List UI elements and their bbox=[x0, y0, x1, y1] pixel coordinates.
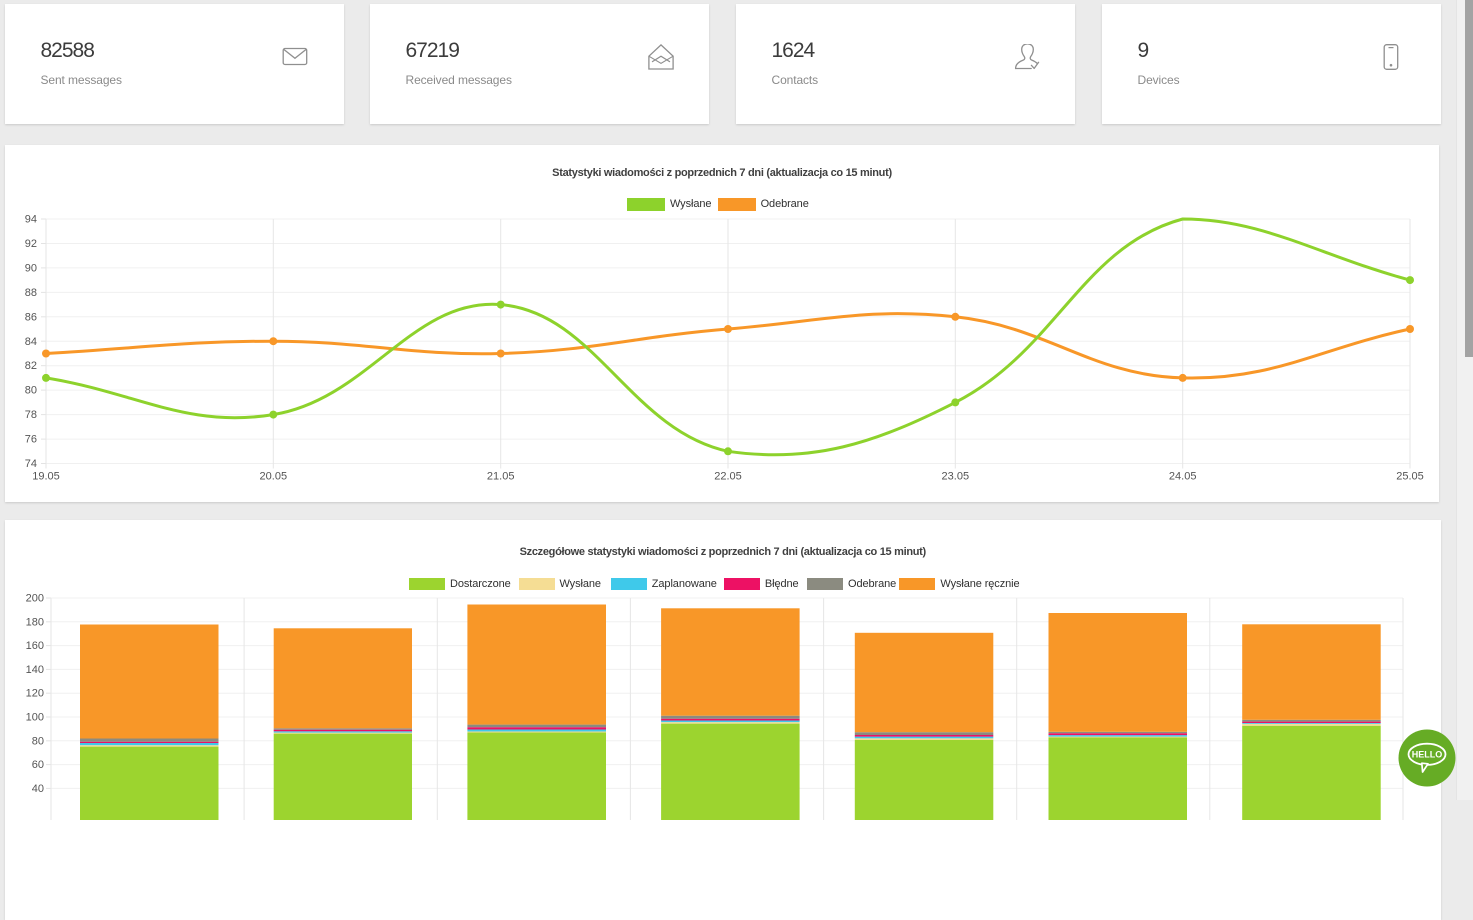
svg-text:80: 80 bbox=[32, 735, 44, 747]
svg-text:84: 84 bbox=[25, 336, 37, 348]
svg-text:21.05: 21.05 bbox=[487, 471, 515, 483]
svg-text:100: 100 bbox=[26, 712, 44, 724]
svg-text:82: 82 bbox=[25, 360, 37, 372]
svg-text:94: 94 bbox=[25, 214, 37, 226]
svg-text:88: 88 bbox=[25, 287, 37, 299]
svg-text:25.05: 25.05 bbox=[1396, 471, 1424, 483]
svg-text:60: 60 bbox=[32, 759, 44, 771]
svg-text:40: 40 bbox=[32, 783, 44, 795]
svg-text:86: 86 bbox=[25, 311, 37, 323]
svg-text:120: 120 bbox=[26, 688, 44, 700]
svg-text:78: 78 bbox=[25, 409, 37, 421]
svg-text:HELLO: HELLO bbox=[1411, 749, 1442, 759]
svg-text:24.05: 24.05 bbox=[1169, 471, 1197, 483]
svg-text:90: 90 bbox=[25, 262, 37, 274]
svg-text:19.05: 19.05 bbox=[32, 471, 60, 483]
svg-text:160: 160 bbox=[26, 640, 44, 652]
svg-text:180: 180 bbox=[26, 616, 44, 628]
svg-text:74: 74 bbox=[25, 458, 37, 470]
svg-text:76: 76 bbox=[25, 434, 37, 446]
svg-text:23.05: 23.05 bbox=[942, 471, 970, 483]
svg-text:20.05: 20.05 bbox=[260, 471, 288, 483]
svg-text:80: 80 bbox=[25, 385, 37, 397]
svg-text:22.05: 22.05 bbox=[714, 471, 742, 483]
svg-text:92: 92 bbox=[25, 238, 37, 250]
svg-text:140: 140 bbox=[26, 664, 44, 676]
svg-text:200: 200 bbox=[26, 593, 44, 605]
